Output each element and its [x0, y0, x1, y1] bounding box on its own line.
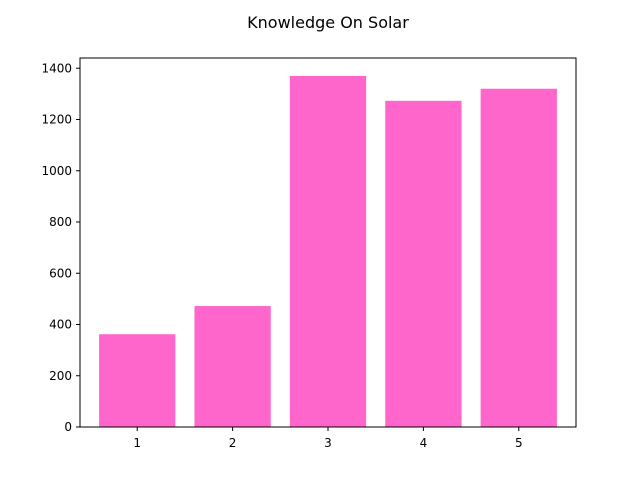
bar-2 [194, 306, 271, 427]
x-tick-label: 4 [420, 436, 428, 450]
bar-3 [289, 75, 367, 427]
y-tick-label: 200 [49, 369, 72, 383]
x-axis: 1 2 3 4 5 [133, 427, 523, 450]
bar-4 [385, 100, 462, 427]
x-tick-label: 3 [324, 436, 332, 450]
x-tick-label: 2 [229, 436, 237, 450]
y-tick-label: 800 [49, 215, 72, 229]
chart-title: Knowledge On Solar [247, 13, 409, 32]
x-tick-label: 5 [515, 436, 523, 450]
x-tick-label: 1 [133, 436, 141, 450]
y-axis: 0 200 400 600 800 1000 1200 1400 [41, 61, 80, 434]
bars-layer [99, 75, 557, 427]
bar-1 [99, 334, 176, 427]
y-tick-label: 1200 [41, 113, 72, 127]
y-tick-label: 1400 [41, 61, 72, 75]
plot-frame [79, 57, 577, 428]
y-tick-label: 400 [49, 318, 72, 332]
y-tick-label: 1000 [41, 164, 72, 178]
y-tick-label: 600 [49, 266, 72, 280]
y-tick-label: 0 [64, 420, 72, 434]
bar-5 [480, 88, 557, 427]
